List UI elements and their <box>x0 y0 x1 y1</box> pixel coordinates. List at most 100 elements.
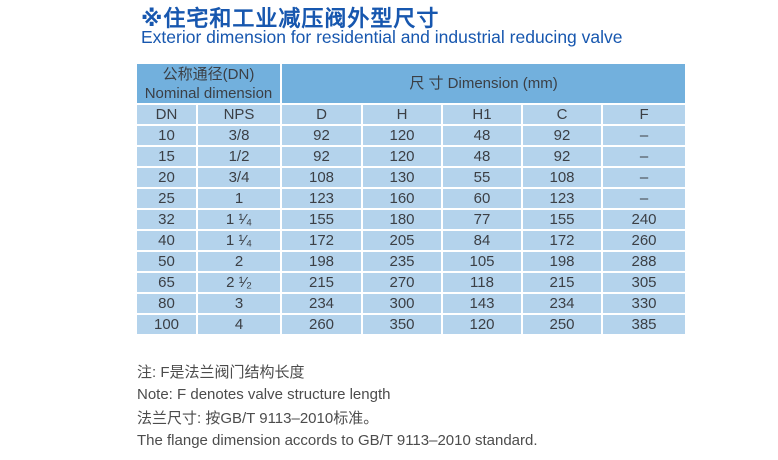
cell-dn: 50 <box>135 250 198 273</box>
cell-d: 108 <box>280 166 363 189</box>
cell-dn: 15 <box>135 145 198 168</box>
cell-d: 92 <box>280 124 363 147</box>
col-header-h1: H1 <box>441 103 523 126</box>
cell-h: 350 <box>361 313 443 336</box>
cell-f: 330 <box>600 292 688 315</box>
cell-h1: 48 <box>441 145 523 168</box>
cell-c: 234 <box>521 292 603 315</box>
cell-d: 123 <box>280 187 363 210</box>
table-header-merged-row: 公称通径(DN) Nominal dimension 尺 寸 Dimension… <box>135 62 688 105</box>
cell-d: 260 <box>280 313 363 336</box>
dimension-table: 公称通径(DN) Nominal dimension 尺 寸 Dimension… <box>135 62 688 336</box>
cell-f: – <box>600 187 688 210</box>
cell-c: 250 <box>521 313 603 336</box>
cell-nps: 4 <box>196 313 282 336</box>
table-row: 32 1 ¹⁄₄ 155 180 77 155 240 <box>135 208 688 231</box>
cell-h: 270 <box>361 271 443 294</box>
cell-dn: 10 <box>135 124 198 147</box>
cell-f: 385 <box>600 313 688 336</box>
cell-h1: 77 <box>441 208 523 231</box>
cell-h1: 118 <box>441 271 523 294</box>
note-zh: 注: F是法兰阀门结构长度 <box>137 364 305 381</box>
dimension-table-wrap: 公称通径(DN) Nominal dimension 尺 寸 Dimension… <box>135 62 688 336</box>
cell-d: 155 <box>280 208 363 231</box>
col-header-h: H <box>361 103 443 126</box>
table-row: 80 3 234 300 143 234 330 <box>135 292 688 315</box>
cell-c: 92 <box>521 145 603 168</box>
cell-h: 160 <box>361 187 443 210</box>
note-structure-length: 注: F是法兰阀门结构长度 Note: F denotes valve stru… <box>137 362 538 406</box>
cell-h1: 84 <box>441 229 523 252</box>
cell-c: 215 <box>521 271 603 294</box>
cell-h1: 48 <box>441 124 523 147</box>
cell-f: 260 <box>600 229 688 252</box>
cell-dn: 80 <box>135 292 198 315</box>
cell-d: 92 <box>280 145 363 168</box>
cell-h1: 55 <box>441 166 523 189</box>
col-header-f: F <box>600 103 688 126</box>
table-row: 20 3/4 108 130 55 108 – <box>135 166 688 189</box>
cell-nps: 3 <box>196 292 282 315</box>
table-row: 10 3/8 92 120 48 92 – <box>135 124 688 147</box>
cell-h: 205 <box>361 229 443 252</box>
cell-dn: 100 <box>135 313 198 336</box>
cell-h: 120 <box>361 145 443 168</box>
cell-nps: 1 ¹⁄₄ <box>196 229 282 252</box>
cell-h1: 120 <box>441 313 523 336</box>
table-row: 15 1/2 92 120 48 92 – <box>135 145 688 168</box>
cell-nps: 1/2 <box>196 145 282 168</box>
cell-d: 172 <box>280 229 363 252</box>
flange-note-en: The flange dimension accords to GB/T 911… <box>137 432 538 449</box>
col-header-d: D <box>280 103 363 126</box>
footnotes: 注: F是法兰阀门结构长度 Note: F denotes valve stru… <box>137 362 538 452</box>
cell-c: 172 <box>521 229 603 252</box>
cell-f: – <box>600 166 688 189</box>
table-row: 100 4 260 350 120 250 385 <box>135 313 688 336</box>
cell-f: – <box>600 124 688 147</box>
cell-dn: 40 <box>135 229 198 252</box>
cell-h1: 105 <box>441 250 523 273</box>
cell-c: 198 <box>521 250 603 273</box>
flange-note-zh: 法兰尺寸: 按GB/T 9113–2010标准。 <box>137 410 379 427</box>
cell-f: 288 <box>600 250 688 273</box>
cell-h: 235 <box>361 250 443 273</box>
cell-nps: 3/8 <box>196 124 282 147</box>
header-nominal-zh: 公称通径(DN) <box>162 65 255 83</box>
cell-c: 92 <box>521 124 603 147</box>
header-dimension-mm: 尺 寸 Dimension (mm) <box>279 62 688 105</box>
table-row: 25 1 123 160 60 123 – <box>135 187 688 210</box>
cell-nps: 1 ¹⁄₄ <box>196 208 282 231</box>
cell-d: 215 <box>280 271 363 294</box>
table-row: 65 2 ¹⁄₂ 215 270 118 215 305 <box>135 271 688 294</box>
col-header-dn: DN <box>135 103 198 126</box>
cell-dn: 25 <box>135 187 198 210</box>
cell-h: 130 <box>361 166 443 189</box>
cell-h1: 143 <box>441 292 523 315</box>
cell-h: 180 <box>361 208 443 231</box>
header-nominal-dimension: 公称通径(DN) Nominal dimension <box>135 62 282 105</box>
col-header-c: C <box>521 103 603 126</box>
note-en: Note: F denotes valve structure length <box>137 386 391 403</box>
cell-dn: 32 <box>135 208 198 231</box>
header-nominal-en: Nominal dimension <box>144 84 273 102</box>
cell-nps: 2 <box>196 250 282 273</box>
cell-nps: 2 ¹⁄₂ <box>196 271 282 294</box>
cell-nps: 3/4 <box>196 166 282 189</box>
cell-c: 155 <box>521 208 603 231</box>
cell-f: – <box>600 145 688 168</box>
cell-f: 305 <box>600 271 688 294</box>
cell-d: 234 <box>280 292 363 315</box>
cell-h: 300 <box>361 292 443 315</box>
cell-f: 240 <box>600 208 688 231</box>
cell-nps: 1 <box>196 187 282 210</box>
cell-dn: 65 <box>135 271 198 294</box>
cell-c: 123 <box>521 187 603 210</box>
cell-h1: 60 <box>441 187 523 210</box>
table-row: 40 1 ¹⁄₄ 172 205 84 172 260 <box>135 229 688 252</box>
cell-d: 198 <box>280 250 363 273</box>
cell-h: 120 <box>361 124 443 147</box>
col-header-nps: NPS <box>196 103 282 126</box>
note-flange-standard: 法兰尺寸: 按GB/T 9113–2010标准。 The flange dime… <box>137 408 538 452</box>
table-column-header-row: DN NPS D H H1 C F <box>135 103 688 126</box>
